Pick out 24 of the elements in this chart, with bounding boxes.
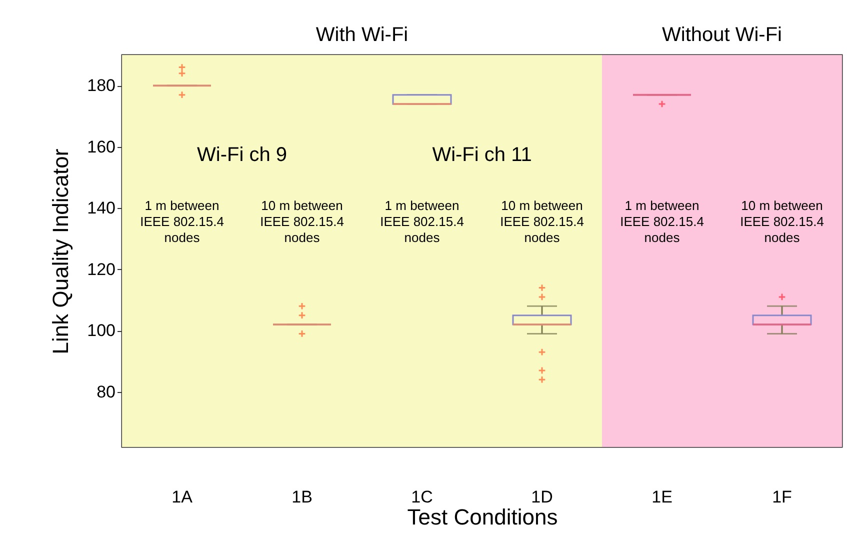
annotation: 1 m between IEEE 802.15.4 nodes [620, 198, 704, 245]
annotation: Wi-Fi ch 9 [197, 144, 287, 166]
band-label: Without Wi-Fi [662, 24, 782, 46]
y-tick-label: 140 [87, 198, 116, 218]
x-tick-label: 1F [772, 488, 792, 506]
band-label: With Wi-Fi [316, 24, 408, 46]
annotation: 1 m between IEEE 802.15.4 nodes [140, 198, 224, 245]
x-tick-label: 1D [531, 488, 553, 506]
y-tick-label: 80 [96, 382, 116, 402]
y-tick-label: 120 [87, 260, 116, 279]
annotation: 1 m between IEEE 802.15.4 nodes [380, 198, 464, 245]
y-tick-label: 180 [87, 76, 116, 96]
y-tick-label: 160 [87, 137, 116, 156]
y-axis-title: Link Quality Indicator [48, 148, 74, 354]
x-tick-label: 1A [172, 488, 194, 506]
y-tick-label: 100 [87, 321, 116, 340]
x-tick-label: 1B [292, 488, 312, 506]
annotation: Wi-Fi ch 11 [432, 144, 532, 166]
annotation: 10 m between IEEE 802.15.4 nodes [260, 198, 344, 245]
annotation: 10 m between IEEE 802.15.4 nodes [740, 198, 824, 245]
x-tick-label: 1E [652, 488, 672, 506]
x-axis-title: Test Conditions [407, 504, 558, 530]
x-tick-label: 1C [411, 488, 433, 506]
annotation: 10 m between IEEE 802.15.4 nodes [500, 198, 584, 245]
